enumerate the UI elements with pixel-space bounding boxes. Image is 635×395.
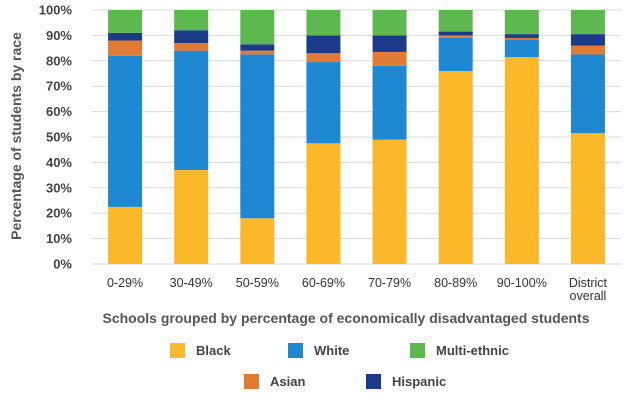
y-tick-label: 20%	[46, 206, 72, 221]
bar-segment-black	[240, 218, 275, 264]
x-tick-label: 0-29%	[107, 276, 143, 290]
bars	[108, 10, 605, 265]
legend-swatch	[366, 374, 381, 389]
bar-segment-black	[504, 56, 539, 264]
bar-segment-black	[108, 206, 143, 264]
y-tick-label: 100%	[39, 3, 73, 18]
y-tick-label: 60%	[46, 104, 72, 119]
y-tick-label: 80%	[46, 53, 72, 68]
legend-swatch	[170, 343, 185, 358]
x-axis-categories: 0-29% 30-49% 50-59% 60-69% 70-79% 80-89% 90-10…	[107, 276, 608, 303]
x-tick-label: 30-49%	[170, 276, 213, 290]
bar-segment-white	[372, 65, 407, 140]
bar-segment-hispanic	[108, 32, 143, 41]
legend-swatch	[244, 374, 259, 389]
bar-segment-multi-ethnic	[108, 10, 143, 33]
bar-segment-multi-ethnic	[174, 10, 209, 31]
x-tick-label: 80-89%	[434, 276, 477, 290]
bar-segment-hispanic	[372, 35, 407, 52]
bar-segment-multi-ethnic	[372, 10, 407, 36]
bar-segment-black	[372, 139, 407, 264]
legend-item: Hispanic	[366, 374, 446, 389]
legend-label: Black	[196, 343, 231, 358]
x-axis-title: Schools grouped by percentage of economi…	[103, 310, 590, 326]
bar-segment-asian	[306, 53, 341, 63]
legend-label: Asian	[270, 374, 305, 389]
y-tick-label: 30%	[46, 180, 72, 195]
y-tick-label: 90%	[46, 28, 72, 43]
bar-segment-black	[174, 170, 209, 264]
y-tick-label: 50%	[46, 130, 72, 145]
bar-segment-asian	[240, 50, 275, 55]
y-tick-label: 70%	[46, 79, 72, 94]
x-tick-label: 90-100%	[497, 276, 547, 290]
legend-label: Hispanic	[392, 374, 446, 389]
bar-segment-hispanic	[438, 31, 473, 36]
bar-segment-white	[108, 55, 143, 207]
legend-item: Multi-ethnic	[410, 343, 509, 358]
bar-segment-multi-ethnic	[306, 10, 341, 36]
bar-segment-asian	[438, 35, 473, 38]
y-tick-label: 10%	[46, 231, 72, 246]
bar-segment-white	[438, 37, 473, 71]
bar-segment-asian	[372, 51, 407, 66]
bar-segment-hispanic	[240, 44, 275, 51]
bar-segment-asian	[108, 40, 143, 56]
legend-item: Asian	[244, 374, 305, 389]
bar-segment-multi-ethnic	[438, 10, 473, 32]
bar-segment-white	[504, 39, 539, 57]
x-tick-label: 60-69%	[302, 276, 345, 290]
x-tick-label: District overall	[569, 276, 608, 303]
bar-segment-black	[306, 143, 341, 264]
legend-item: White	[288, 343, 349, 358]
legend-item: Black	[170, 343, 231, 358]
bar-segment-hispanic	[306, 35, 341, 54]
bar-segment-white	[570, 54, 605, 134]
bar-segment-multi-ethnic	[504, 10, 539, 35]
legend-label: Multi-ethnic	[436, 343, 509, 358]
bar-segment-white	[174, 50, 209, 171]
bar-segment-white	[240, 54, 275, 219]
bar-segment-asian	[570, 45, 605, 55]
bar-segment-hispanic	[504, 34, 539, 38]
bar-segment-asian	[504, 37, 539, 40]
bar-segment-multi-ethnic	[570, 10, 605, 35]
bar-segment-black	[570, 133, 605, 264]
y-tick-label: 40%	[46, 155, 72, 170]
bar-segment-black	[438, 70, 473, 265]
y-axis-ticks: 0% 10% 20% 30% 40% 50% 60% 70% 80% 90% 100%	[39, 3, 73, 272]
legend: Black White Multi-ethnic Asian Hispanic	[170, 343, 509, 389]
x-tick-label: 50-59%	[236, 276, 279, 290]
gridlines	[92, 9, 621, 265]
bar-segment-hispanic	[174, 30, 209, 44]
legend-swatch	[410, 343, 425, 358]
bar-segment-hispanic	[570, 34, 605, 46]
bar-segment-multi-ethnic	[240, 10, 275, 45]
y-axis-title: Percentage of students by race	[8, 32, 24, 240]
bar-segment-white	[306, 62, 341, 144]
legend-swatch	[288, 343, 303, 358]
y-tick-label: 0%	[53, 257, 72, 272]
bar-segment-asian	[174, 43, 209, 51]
legend-label: White	[314, 343, 349, 358]
x-tick-label: 70-79%	[368, 276, 411, 290]
